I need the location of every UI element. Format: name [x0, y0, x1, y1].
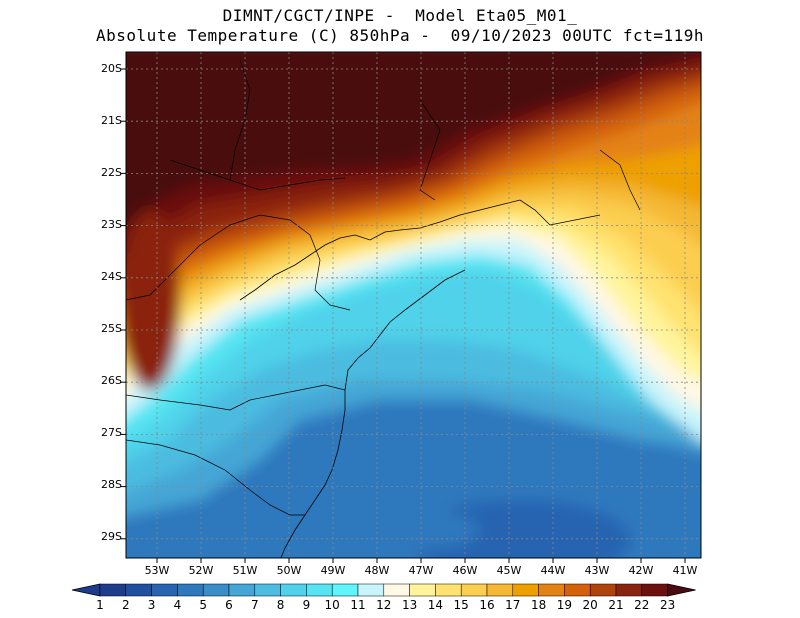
colorbar-label: 8: [276, 598, 285, 612]
coastline-south: [280, 269, 466, 558]
colorbar-swatch: [589, 583, 617, 597]
colorbar: [71, 583, 696, 597]
lat-label-20s: 20S: [101, 62, 122, 75]
lat-label-22s: 22S: [101, 166, 122, 179]
cold-lobe-south: [360, 510, 480, 550]
border-sp-pr: [126, 214, 351, 311]
border-sc-rs: [126, 439, 305, 516]
colorbar-swatch: [151, 583, 178, 597]
warm-tongue-west: [126, 210, 180, 390]
lon-label-53w: 53W: [144, 564, 170, 577]
colorbar-label: 2: [121, 598, 130, 612]
colorbar-label: 7: [250, 598, 259, 612]
colorbar-swatch: [254, 583, 281, 597]
lon-label-46w: 46W: [452, 564, 478, 577]
colorbar-label: 21: [608, 598, 624, 612]
lon-label-49w: 49W: [320, 564, 346, 577]
lon-label-42w: 42W: [628, 564, 654, 577]
colorbar-swatch: [641, 583, 668, 597]
colorbar-label: 6: [225, 598, 233, 612]
border-rj-es: [599, 149, 641, 211]
title-line-1: DIMNT/CGCT/INPE - Model Eta05_M01_: [222, 6, 578, 25]
title-line-2: Absolute Temperature (C) 850hPa - 09/10/…: [96, 26, 704, 45]
lat-label-24s: 24S: [101, 270, 122, 283]
colorbar-swatch: [331, 583, 359, 597]
colorbar-swatch: [564, 583, 591, 597]
lat-label-27s: 27S: [101, 426, 122, 439]
lon-label-45w: 45W: [496, 564, 522, 577]
colorbar-label: 19: [556, 598, 573, 612]
gridlines: [126, 52, 701, 558]
border-ms-sp: [169, 159, 346, 191]
colorbar-arrow-left: [71, 583, 101, 597]
colorbar-label: 14: [427, 598, 444, 612]
colorbar-label: 13: [401, 598, 418, 612]
colorbar-swatch: [357, 583, 385, 597]
colorbar-swatch: [202, 583, 230, 597]
lat-label-26s: 26S: [101, 374, 122, 387]
colorbar-swatch: [512, 583, 539, 597]
colorbar-label: 1: [96, 598, 104, 612]
colorbar-label: 15: [453, 598, 469, 612]
border-pr-sc: [126, 384, 346, 411]
colorbar-label: 23: [659, 598, 676, 612]
colorbar-swatch: [280, 583, 307, 597]
colorbar-swatch: [538, 583, 565, 597]
lat-label-29s: 29S: [101, 530, 122, 543]
colorbar-label: 12: [376, 598, 392, 612]
lon-label-44w: 44W: [540, 564, 566, 577]
colorbar-swatch: [486, 583, 514, 597]
colorbar-swatch: [99, 583, 127, 597]
colorbar-label: 22: [634, 598, 650, 612]
axis-ticks: [121, 68, 686, 563]
lon-label-43w: 43W: [584, 564, 610, 577]
colorbar-label: 17: [505, 598, 521, 612]
lat-label-23s: 23S: [101, 218, 122, 231]
lat-label-21s: 21S: [101, 114, 122, 127]
lon-label-47w: 47W: [408, 564, 434, 577]
lon-label-41w: 41W: [672, 564, 698, 577]
temp-band-23: [126, 52, 701, 226]
colorbar-swatch: [125, 583, 152, 597]
lon-label-51w: 51W: [232, 564, 258, 577]
colorbar-swatch: [177, 583, 204, 597]
colorbar-label: 3: [147, 598, 156, 612]
border-mg-rj: [419, 99, 441, 201]
lat-label-28s: 28S: [101, 478, 122, 491]
map-frame: [125, 51, 702, 559]
colorbar-swatch: [435, 583, 462, 597]
lon-label-50w: 50W: [276, 564, 302, 577]
colorbar-swatch: [409, 583, 436, 597]
colorbar-label: 16: [479, 598, 495, 612]
lon-label-48w: 48W: [364, 564, 390, 577]
lat-label-25s: 25S: [101, 322, 122, 335]
colorbar-label: 10: [324, 598, 340, 612]
colorbar-swatch: [460, 583, 488, 597]
colorbar-label: 20: [582, 598, 598, 612]
colorbar-label: 18: [530, 598, 547, 612]
colorbar-swatch: [306, 583, 333, 597]
colorbar-label: 4: [173, 598, 182, 612]
colorbar-label: 9: [302, 598, 311, 612]
colorbar-arrow-right: [667, 583, 696, 597]
colorbar-swatch: [615, 583, 643, 597]
border-mg-sp: [229, 59, 251, 181]
coastline-sp: [239, 199, 601, 301]
lon-label-52w: 52W: [188, 564, 214, 577]
temperature-field: [126, 52, 701, 558]
colorbar-swatch: [228, 583, 256, 597]
colorbar-label: 11: [350, 598, 366, 612]
colorbar-label: 5: [199, 598, 207, 612]
colorbar-swatch: [383, 583, 410, 597]
